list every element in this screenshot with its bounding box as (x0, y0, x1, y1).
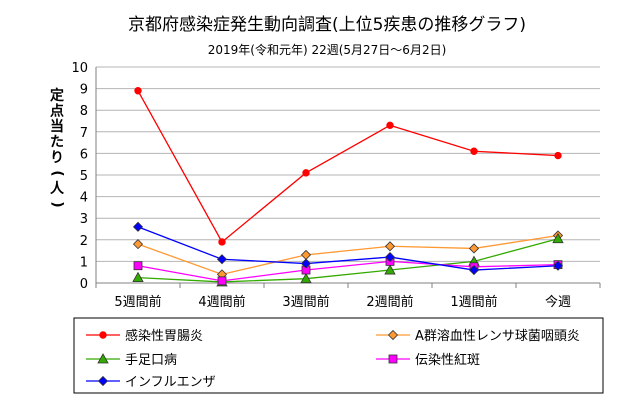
data-point (300, 272, 312, 284)
y-axis-label-char: ( (49, 170, 65, 176)
data-point (384, 252, 396, 263)
data-point (388, 354, 398, 364)
series-line (137, 234, 559, 276)
legend-item: 感染性胃腸炎 (86, 328, 203, 344)
data-point (218, 238, 226, 246)
y-tick-label: 6 (80, 147, 88, 162)
series-インフルエンザ (132, 221, 564, 276)
data-point (552, 232, 564, 244)
plot-area: 0 1 2 3 4 5 6 7 8 9 10 5週間前 4週間前 3週間前 2週間前 1週間前 今週 (71, 61, 601, 310)
y-tick-label: 4 (80, 191, 88, 206)
data-point (133, 261, 143, 271)
data-point (384, 264, 396, 275)
series-line (137, 90, 559, 243)
y-tick-label: 9 (80, 83, 88, 98)
legend-frame (73, 317, 604, 394)
legend-label: 感染性胃腸炎 (125, 328, 203, 344)
y-tick-label: 5 (80, 169, 88, 184)
data-point (97, 375, 109, 387)
y-tick-label: 8 (80, 104, 88, 119)
x-tick-label: 今週 (545, 294, 571, 310)
legend-item: 手足口病 (86, 353, 177, 368)
y-tick-label: 1 (80, 255, 88, 270)
series-line (137, 238, 559, 283)
y-tick-label: 7 (80, 126, 88, 141)
series-line (137, 226, 559, 271)
legend-label: 伝染性紅斑 (415, 353, 480, 368)
x-tick-label: 3週間前 (282, 294, 329, 310)
data-point (468, 243, 480, 254)
chart-subtitle: 2019年(令和元年) 22週(5月27日～6月2日) (208, 42, 447, 57)
legend-label: A群溶血性レンサ球菌咽頭炎 (415, 329, 580, 344)
y-axis-label-char: 点 (50, 103, 64, 120)
y-tick-label: 0 (80, 277, 88, 292)
legend-item: インフルエンザ (86, 375, 216, 390)
legend-label: インフルエンザ (125, 375, 216, 390)
data-point (217, 276, 227, 286)
y-axis-label-char: 定 (50, 87, 64, 104)
y-axis-label-char: ) (49, 201, 65, 207)
y-axis-label-char: 人 (50, 180, 65, 197)
legend-label: 手足口病 (125, 353, 177, 368)
series-A群溶血性レンサ球菌咽頭炎 (132, 230, 564, 280)
chart-title: 京都府感染症発生動向調査(上位5疾患の推移グラフ) (128, 15, 526, 35)
data-point (386, 121, 394, 130)
data-point (302, 169, 310, 177)
data-point (554, 151, 562, 160)
y-tick-label: 10 (71, 61, 88, 76)
data-point (300, 258, 312, 269)
y-axis-label-char: り (50, 150, 64, 166)
data-point (97, 353, 109, 364)
data-point (216, 254, 228, 265)
x-tick-label: 4週間前 (198, 294, 245, 310)
data-point (132, 221, 144, 232)
legend-item: 伝染性紅斑 (376, 353, 480, 368)
legend-item: A群溶血性レンサ球菌咽頭炎 (376, 329, 580, 344)
data-point (300, 249, 312, 260)
data-point (132, 239, 144, 250)
x-tick-label: 5週間前 (114, 294, 161, 310)
data-point (552, 260, 564, 271)
data-point (132, 271, 144, 283)
x-tick-label: 2週間前 (366, 294, 413, 310)
data-point (384, 241, 396, 252)
series-line (137, 260, 559, 282)
series-感染性胃腸炎 (134, 87, 562, 246)
data-point (470, 147, 478, 155)
x-tick-label: 1週間前 (450, 294, 497, 310)
y-axis-label-char: た (50, 135, 64, 151)
data-point (387, 329, 399, 341)
y-axis-label-char: 当 (50, 118, 64, 135)
y-tick-label: 3 (80, 212, 88, 227)
data-point (99, 331, 107, 339)
data-point (468, 264, 480, 276)
y-tick-label: 2 (80, 234, 88, 249)
data-point (134, 87, 142, 95)
